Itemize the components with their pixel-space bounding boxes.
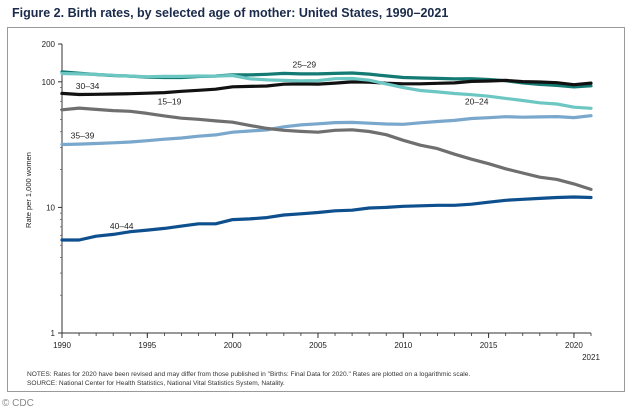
y-tick-label: 200 bbox=[42, 40, 56, 49]
x-tick-label-2021: 2021 bbox=[582, 353, 600, 362]
series-label-40–44: 40–44 bbox=[110, 221, 134, 231]
y-tick-label: 1 bbox=[51, 329, 56, 338]
series-line-30–34 bbox=[60, 78, 593, 97]
series-label-20–24: 20–24 bbox=[465, 96, 489, 106]
source-text: SOURCE: National Center for Health Stati… bbox=[27, 380, 285, 387]
y-tick-label: 10 bbox=[46, 203, 55, 212]
series-line-35–39 bbox=[60, 114, 593, 147]
x-tick-label: 1990 bbox=[53, 341, 71, 350]
y-axis-label: Rate per 1,000 women bbox=[24, 152, 33, 228]
x-tick-label: 2000 bbox=[224, 341, 242, 350]
x-tick-label: 2005 bbox=[309, 341, 327, 350]
x-tick-label: 2010 bbox=[394, 341, 412, 350]
series-label-25–29: 25–29 bbox=[292, 59, 316, 69]
series-label-15–19: 15–19 bbox=[158, 96, 182, 106]
figure-title: Figure 2. Birth rates, by selected age o… bbox=[12, 6, 449, 20]
image-credit: © CDC bbox=[2, 398, 34, 409]
series-label-35–39: 35–39 bbox=[71, 130, 95, 140]
y-tick-label: 100 bbox=[42, 78, 56, 87]
notes-text: NOTES: Rates for 2020 have been revised … bbox=[27, 371, 471, 378]
series-line-20–24 bbox=[60, 71, 593, 110]
x-tick-label: 2020 bbox=[565, 341, 583, 350]
series-line-40–44 bbox=[60, 195, 593, 242]
chart-frame bbox=[7, 27, 625, 392]
series-line-15–19 bbox=[60, 106, 593, 191]
series-label-30–34: 30–34 bbox=[76, 81, 100, 91]
x-tick-label: 1995 bbox=[138, 341, 156, 350]
x-tick-label: 2015 bbox=[480, 341, 498, 350]
